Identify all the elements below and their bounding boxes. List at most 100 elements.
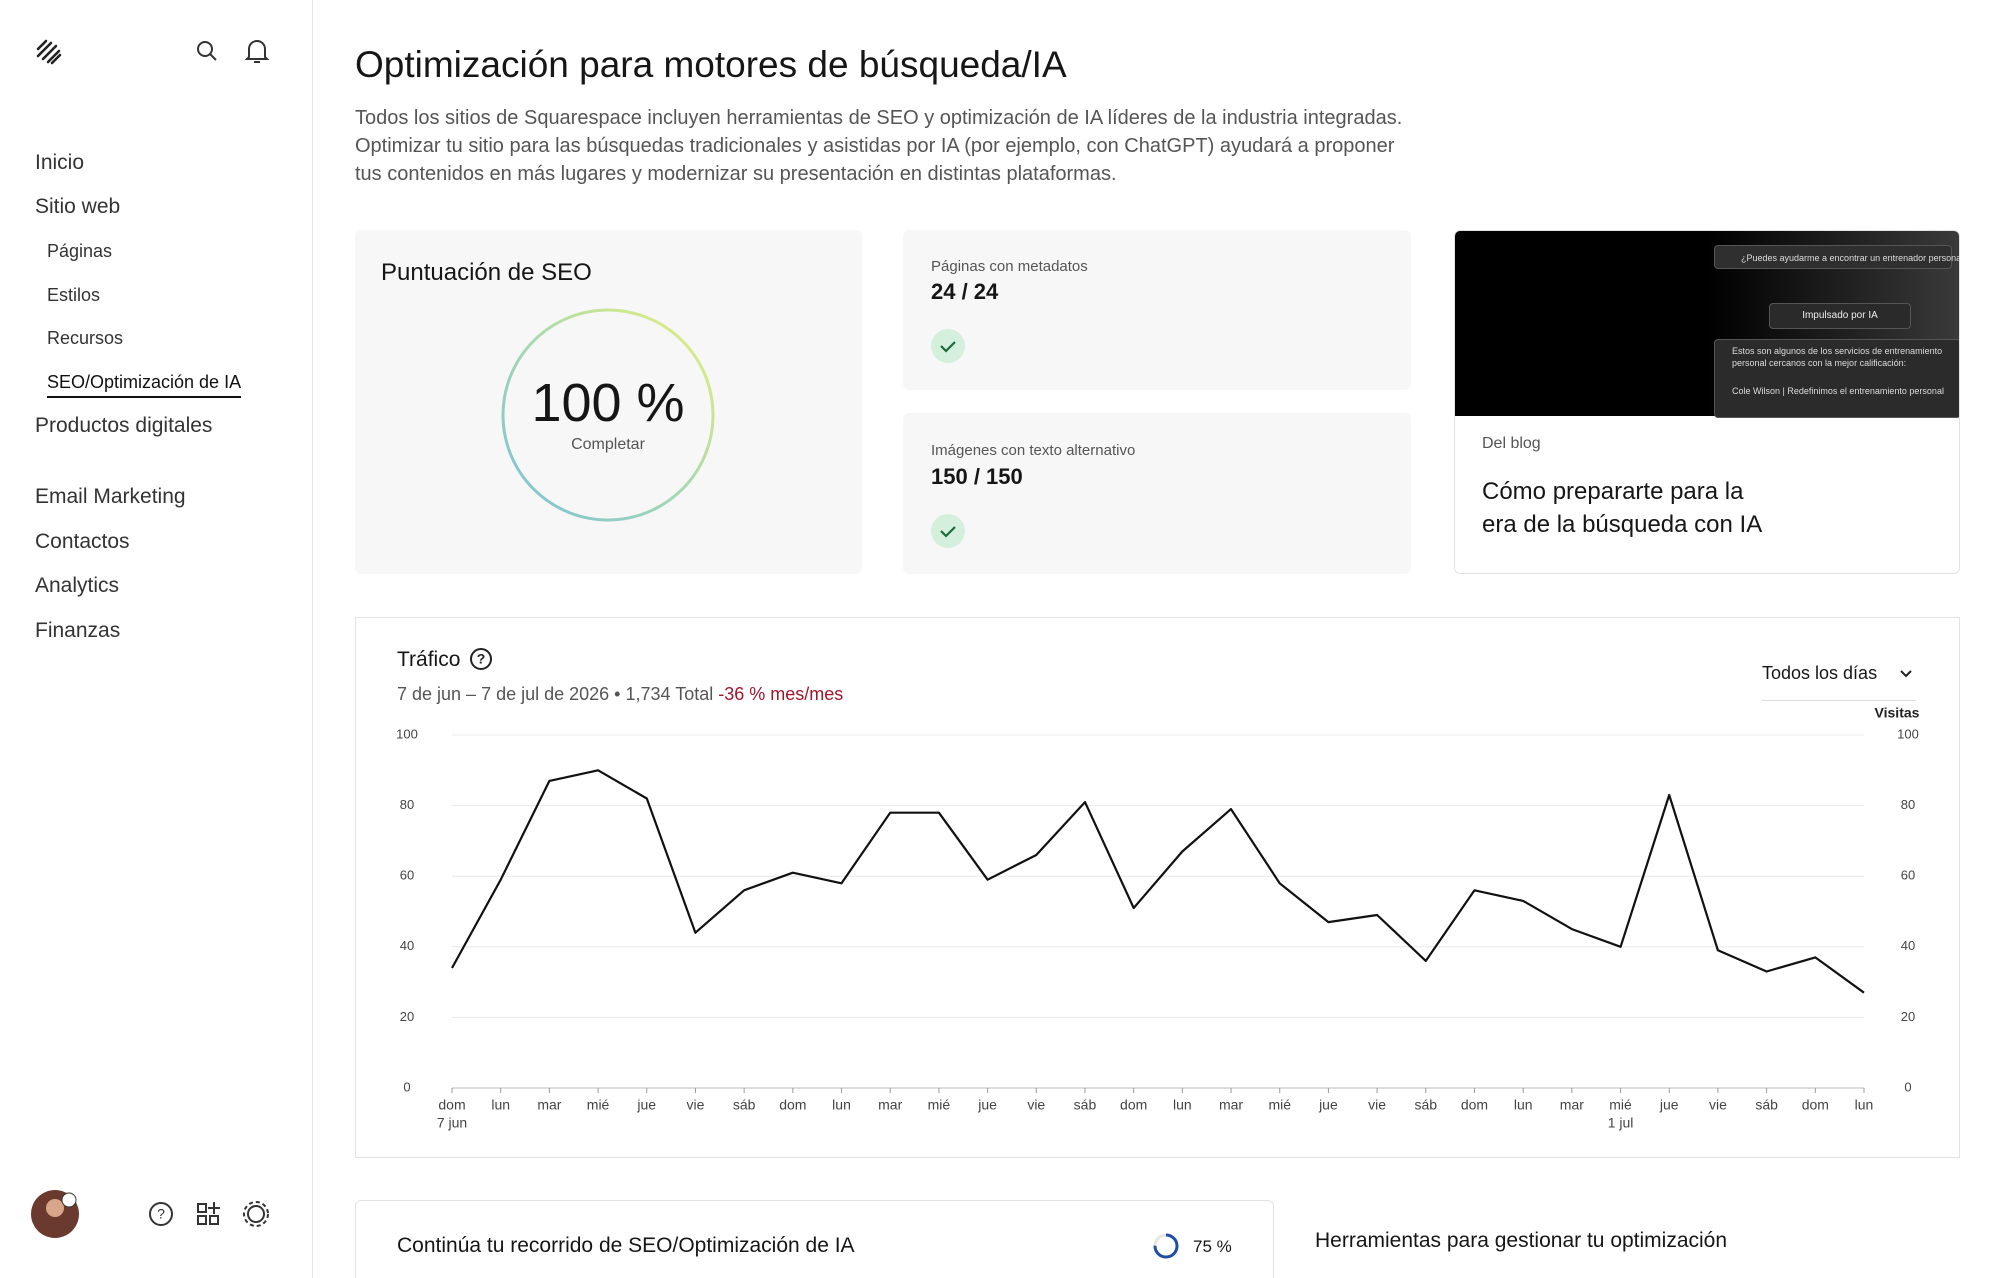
progress-arc xyxy=(1153,1233,1179,1259)
x-tick-label: lun xyxy=(1514,1097,1533,1113)
metric-value: 24 / 24 xyxy=(931,279,999,304)
seo-score: 100 % xyxy=(531,373,685,433)
y-tick-label: 20 xyxy=(400,1009,414,1024)
x-tick-label: mié xyxy=(587,1097,610,1113)
x-tick-label: mar xyxy=(537,1097,561,1113)
check-icon xyxy=(931,329,965,363)
metadata-card xyxy=(903,230,1411,390)
journey-card xyxy=(355,1200,1274,1278)
blog-card[interactable]: ¿Puedes ayudarme a encontrar un entrenad… xyxy=(1454,230,1960,574)
description-line: Optimizar tu sitio para las búsquedas tr… xyxy=(355,135,1395,157)
chart-change: -36 % mes/mes xyxy=(718,684,844,704)
metric-value: 150 / 150 xyxy=(931,464,1023,489)
description-line: tus contenidos en más lugares y moderniz… xyxy=(355,163,1117,185)
x-tick-label: vie xyxy=(1027,1097,1045,1113)
blog-title[interactable]: era de la búsqueda con IA xyxy=(1482,511,1763,538)
x-tick-label: dom xyxy=(779,1097,806,1113)
progress-ring xyxy=(1153,1233,1179,1259)
x-tick-sublabel: 1 jul xyxy=(1608,1115,1634,1131)
metric-label: Páginas con metadatos xyxy=(931,258,1088,275)
dropdown-chevron[interactable] xyxy=(1896,664,1916,684)
settings-icon[interactable] xyxy=(243,1201,269,1227)
x-tick-label: lun xyxy=(1173,1097,1192,1113)
ring xyxy=(501,308,715,522)
y2-axis-label: Visitas xyxy=(1875,705,1920,721)
chart-subtitle: 7 de jun – 7 de jul de 2026 • 1,734 Tota… xyxy=(397,684,843,705)
logo[interactable] xyxy=(34,37,64,67)
image-text: Estos son algunos de los servicios de en… xyxy=(1732,346,1943,356)
x-tick-label: sáb xyxy=(1755,1097,1778,1113)
y2-tick-label: 80 xyxy=(1901,797,1915,812)
metric-label: Imágenes con texto alternativo xyxy=(931,442,1136,459)
x-tick-label: dom xyxy=(438,1097,465,1113)
sidebar-footer: ? xyxy=(31,1190,269,1238)
x-tick-label: mar xyxy=(878,1097,902,1113)
chart: 0 20 40 60 80 100 0 20 40 60 80 100 Visitas dom 7 jun l… xyxy=(396,705,1920,1131)
y2-tick-label: 20 xyxy=(1901,1009,1915,1024)
image-panel xyxy=(1714,339,1959,418)
help-icon[interactable]: ? xyxy=(149,1202,173,1226)
x-tick-label: jue xyxy=(1659,1097,1679,1113)
image-text: Impulsado por IA xyxy=(1769,303,1911,329)
y-tick-label: 60 xyxy=(400,868,414,883)
nav-item[interactable]: Productos digitales xyxy=(35,414,213,437)
progress-label: 75 % xyxy=(1193,1237,1232,1256)
y2-tick-label: 100 xyxy=(1897,726,1919,741)
y-tick-label: 40 xyxy=(400,938,414,953)
x-tick-label: vie xyxy=(686,1097,704,1113)
y-tick-label: 100 xyxy=(396,726,418,741)
apps-icon[interactable] xyxy=(197,1202,220,1225)
x-tick-label: dom xyxy=(1461,1097,1488,1113)
x-tick-label: vie xyxy=(1368,1097,1386,1113)
x-tick-label: mar xyxy=(1560,1097,1584,1113)
x-tick-label: lun xyxy=(832,1097,851,1113)
nav-item[interactable]: Analytics xyxy=(35,574,120,597)
x-tick-label: dom xyxy=(1802,1097,1829,1113)
nav-item[interactable]: Sitio web xyxy=(35,195,121,218)
chart-summary: 7 de jun – 7 de jul de 2026 • 1,734 Tota… xyxy=(397,684,714,704)
sidebar xyxy=(0,0,313,1278)
image-text: ¿Puedes ayudarme a encontrar un entrenad… xyxy=(1714,245,1959,269)
seo-card xyxy=(355,230,862,574)
notifications-icon[interactable] xyxy=(243,36,271,66)
search-icon[interactable] xyxy=(194,38,220,64)
subnav-item[interactable]: Estilos xyxy=(47,285,101,305)
card-title: Puntuación de SEO xyxy=(381,259,592,286)
blog-title[interactable]: Cómo prepararte para la xyxy=(1482,478,1744,505)
x-tick-label: mar xyxy=(1219,1097,1243,1113)
dropdown-underline xyxy=(1762,700,1916,701)
chart-title: Tráfico xyxy=(397,648,461,671)
nav-item[interactable]: Email Marketing xyxy=(35,485,186,508)
description-line: Todos los sitios de Squarespace incluyen… xyxy=(355,107,1403,129)
y-tick-label: 0 xyxy=(403,1079,410,1094)
avatar-face xyxy=(46,1199,64,1217)
x-tick-label: jue xyxy=(1318,1097,1338,1113)
subnav-item-active[interactable]: SEO/Optimización de IA xyxy=(47,372,242,398)
nav-item[interactable]: Contactos xyxy=(35,530,130,553)
image-text: Cole Wilson | Redefinimos el entrenamien… xyxy=(1732,386,1944,396)
nav-item[interactable]: Finanzas xyxy=(35,619,121,642)
nav-item[interactable]: Inicio xyxy=(35,151,85,174)
help-icon[interactable]: ? xyxy=(469,647,493,671)
filter-dropdown[interactable]: Todos los días xyxy=(1762,663,1878,683)
x-tick-label: jue xyxy=(977,1097,997,1113)
subnav-item[interactable]: Páginas xyxy=(47,241,113,261)
x-tick-label: vie xyxy=(1709,1097,1727,1113)
y2-tick-label: 40 xyxy=(1901,938,1915,953)
x-tick-label: mié xyxy=(1609,1097,1632,1113)
alt-text-card xyxy=(903,413,1411,574)
traffic-line xyxy=(451,769,1865,994)
blog-kicker: Del blog xyxy=(1482,435,1541,452)
journey-title[interactable]: Continúa tu recorrido de SEO/Optimizació… xyxy=(397,1234,855,1257)
x-tick-label: sáb xyxy=(1415,1097,1438,1113)
image-text: personal cercanos con la mejor calificac… xyxy=(1732,358,1907,368)
y2-tick-label: 60 xyxy=(1901,868,1915,883)
tools-title: Herramientas para gestionar tu optimizac… xyxy=(1315,1229,1728,1252)
seo-status: Completar xyxy=(571,436,645,453)
x-tick-label: dom xyxy=(1120,1097,1147,1113)
svg-text:?: ? xyxy=(477,651,486,667)
avatar-badge xyxy=(61,1192,77,1208)
svg-text:?: ? xyxy=(157,1206,165,1222)
traffic-panel xyxy=(355,617,1960,1158)
subnav-item[interactable]: Recursos xyxy=(47,328,124,348)
